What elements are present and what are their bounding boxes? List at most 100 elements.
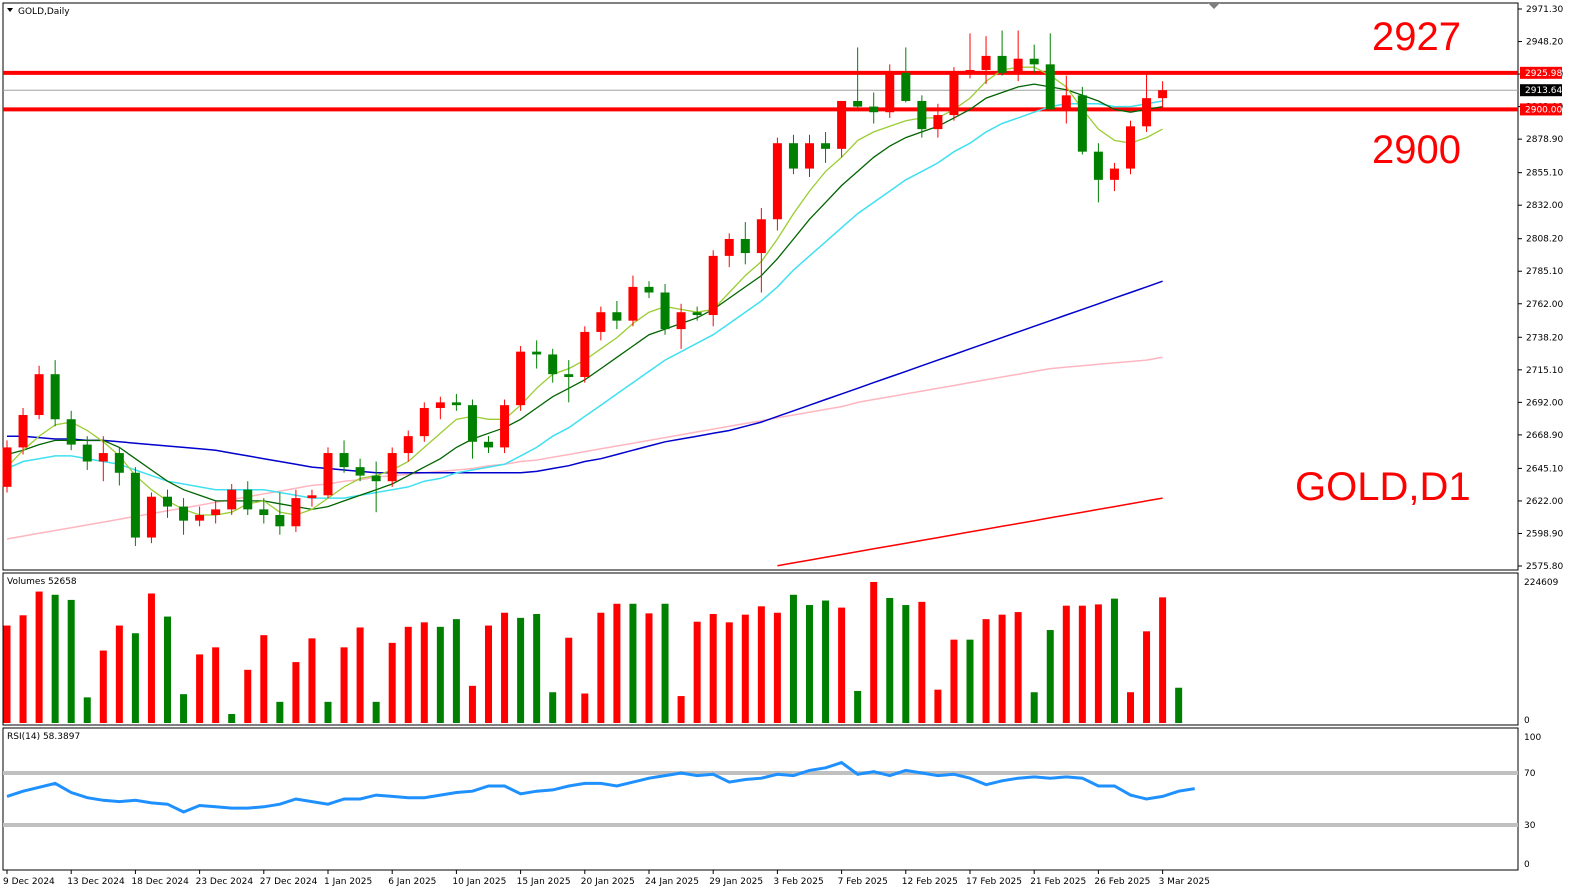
volume-bar	[147, 593, 155, 723]
candle-body	[163, 496, 172, 507]
candle-body	[676, 312, 686, 330]
volume-bar	[918, 601, 926, 723]
candle-body	[933, 115, 943, 130]
price-axis-label: 2575.80	[1526, 562, 1563, 572]
candle-body	[1142, 98, 1152, 127]
volume-bar	[870, 581, 878, 723]
volume-bar	[549, 692, 557, 723]
current-price-tag-bg	[1520, 84, 1562, 97]
candle-body	[1045, 64, 1055, 110]
volume-bar	[741, 614, 749, 723]
volume-bar	[340, 647, 348, 723]
candle-body	[1013, 58, 1023, 73]
volume-bar	[19, 615, 27, 723]
volume-bar	[292, 662, 300, 723]
volume-bar	[934, 689, 942, 723]
candle-body	[484, 441, 493, 448]
volume-bar	[1110, 598, 1118, 723]
volume-bar	[597, 612, 605, 723]
candle-body	[403, 436, 413, 454]
candle-body	[821, 143, 831, 149]
price-axis-label: 2715.10	[1526, 366, 1563, 376]
volume-bar	[1030, 692, 1038, 723]
volume-bar	[485, 625, 492, 723]
volume-bar	[822, 600, 830, 723]
candle-body	[885, 72, 895, 113]
price-axis-label: 2785.10	[1526, 267, 1563, 277]
time-axis-label: 23 Dec 2024	[196, 877, 254, 887]
candle-body	[997, 55, 1007, 73]
candle-body	[227, 489, 237, 510]
price-axis-label: 2762.00	[1526, 300, 1563, 310]
candle-body	[419, 407, 429, 437]
volume-bar	[902, 605, 910, 723]
chart-shift-marker-icon[interactable]	[1208, 3, 1220, 9]
volume-bar	[388, 642, 396, 723]
candle-body	[1061, 95, 1071, 110]
volume-bar	[1127, 692, 1134, 723]
support-price-tag: 2900.00	[1525, 105, 1562, 115]
volume-bar	[260, 635, 268, 723]
price-axis-label: 2622.00	[1526, 497, 1563, 507]
volume-bar	[1014, 612, 1022, 723]
candle-body	[837, 100, 847, 149]
candle-body	[853, 100, 863, 107]
time-axis-label: 15 Jan 2025	[517, 877, 571, 887]
volume-bar	[709, 614, 717, 723]
volume-bar	[1046, 630, 1054, 723]
candle-body	[82, 444, 92, 462]
volume-bar	[1094, 604, 1102, 723]
volume-bar	[3, 625, 11, 723]
candle-body	[66, 419, 76, 445]
candle-body	[355, 467, 365, 476]
volume-bar	[67, 599, 75, 723]
candle-body	[516, 351, 526, 406]
candle-body	[772, 143, 782, 220]
candle-body	[756, 219, 766, 254]
volume-bar	[276, 701, 284, 723]
candle-body	[805, 143, 814, 169]
candle-body	[34, 374, 44, 416]
axis-layer: 2971.302948.202925.102902.002878.902855.…	[3, 5, 1563, 887]
volume-bar	[757, 606, 765, 723]
candle-body	[917, 100, 927, 130]
volume-bar	[693, 621, 701, 723]
volume-bar	[420, 622, 428, 723]
time-axis-label: 12 Feb 2025	[902, 877, 958, 887]
candle-body	[2, 447, 12, 487]
candle-body	[1109, 168, 1119, 180]
candle-body	[130, 472, 140, 538]
price-axis-label: 2971.30	[1526, 5, 1563, 15]
candle-body	[1158, 90, 1168, 99]
time-axis-label: 3 Feb 2025	[773, 877, 823, 887]
candle-body	[1093, 151, 1103, 180]
support-price-tag-bg	[1520, 103, 1562, 116]
candle-body	[580, 331, 590, 378]
time-axis-label: 17 Feb 2025	[966, 877, 1022, 887]
price-axis-label: 2855.10	[1526, 169, 1563, 179]
candle-body	[243, 489, 253, 510]
price-axis-label: 2878.90	[1526, 135, 1563, 145]
volume-bar	[517, 617, 525, 723]
rsi-title: RSI(14) 58.3897	[7, 732, 80, 742]
candle-body	[50, 374, 60, 420]
candle-body	[387, 453, 397, 482]
volume-bar	[468, 685, 476, 723]
candle-body	[435, 402, 445, 408]
volume-bar	[565, 637, 573, 723]
volume-bar	[950, 639, 958, 723]
volume-bar	[806, 605, 813, 723]
symbol-dropdown-icon[interactable]	[7, 8, 13, 12]
current-price-tag: 2913.64	[1525, 86, 1562, 96]
candle-body	[339, 453, 349, 468]
time-axis-label: 6 Jan 2025	[388, 877, 436, 887]
candle-body	[596, 312, 606, 332]
candle-body	[1029, 58, 1039, 65]
time-axis-label: 29 Jan 2025	[709, 877, 763, 887]
candle-body	[708, 255, 718, 316]
rsi-axis-label: 100	[1524, 733, 1541, 743]
volume-bar	[982, 619, 990, 723]
time-axis-label: 7 Feb 2025	[838, 877, 888, 887]
volume-bar	[661, 603, 669, 723]
candle-body	[612, 312, 622, 321]
